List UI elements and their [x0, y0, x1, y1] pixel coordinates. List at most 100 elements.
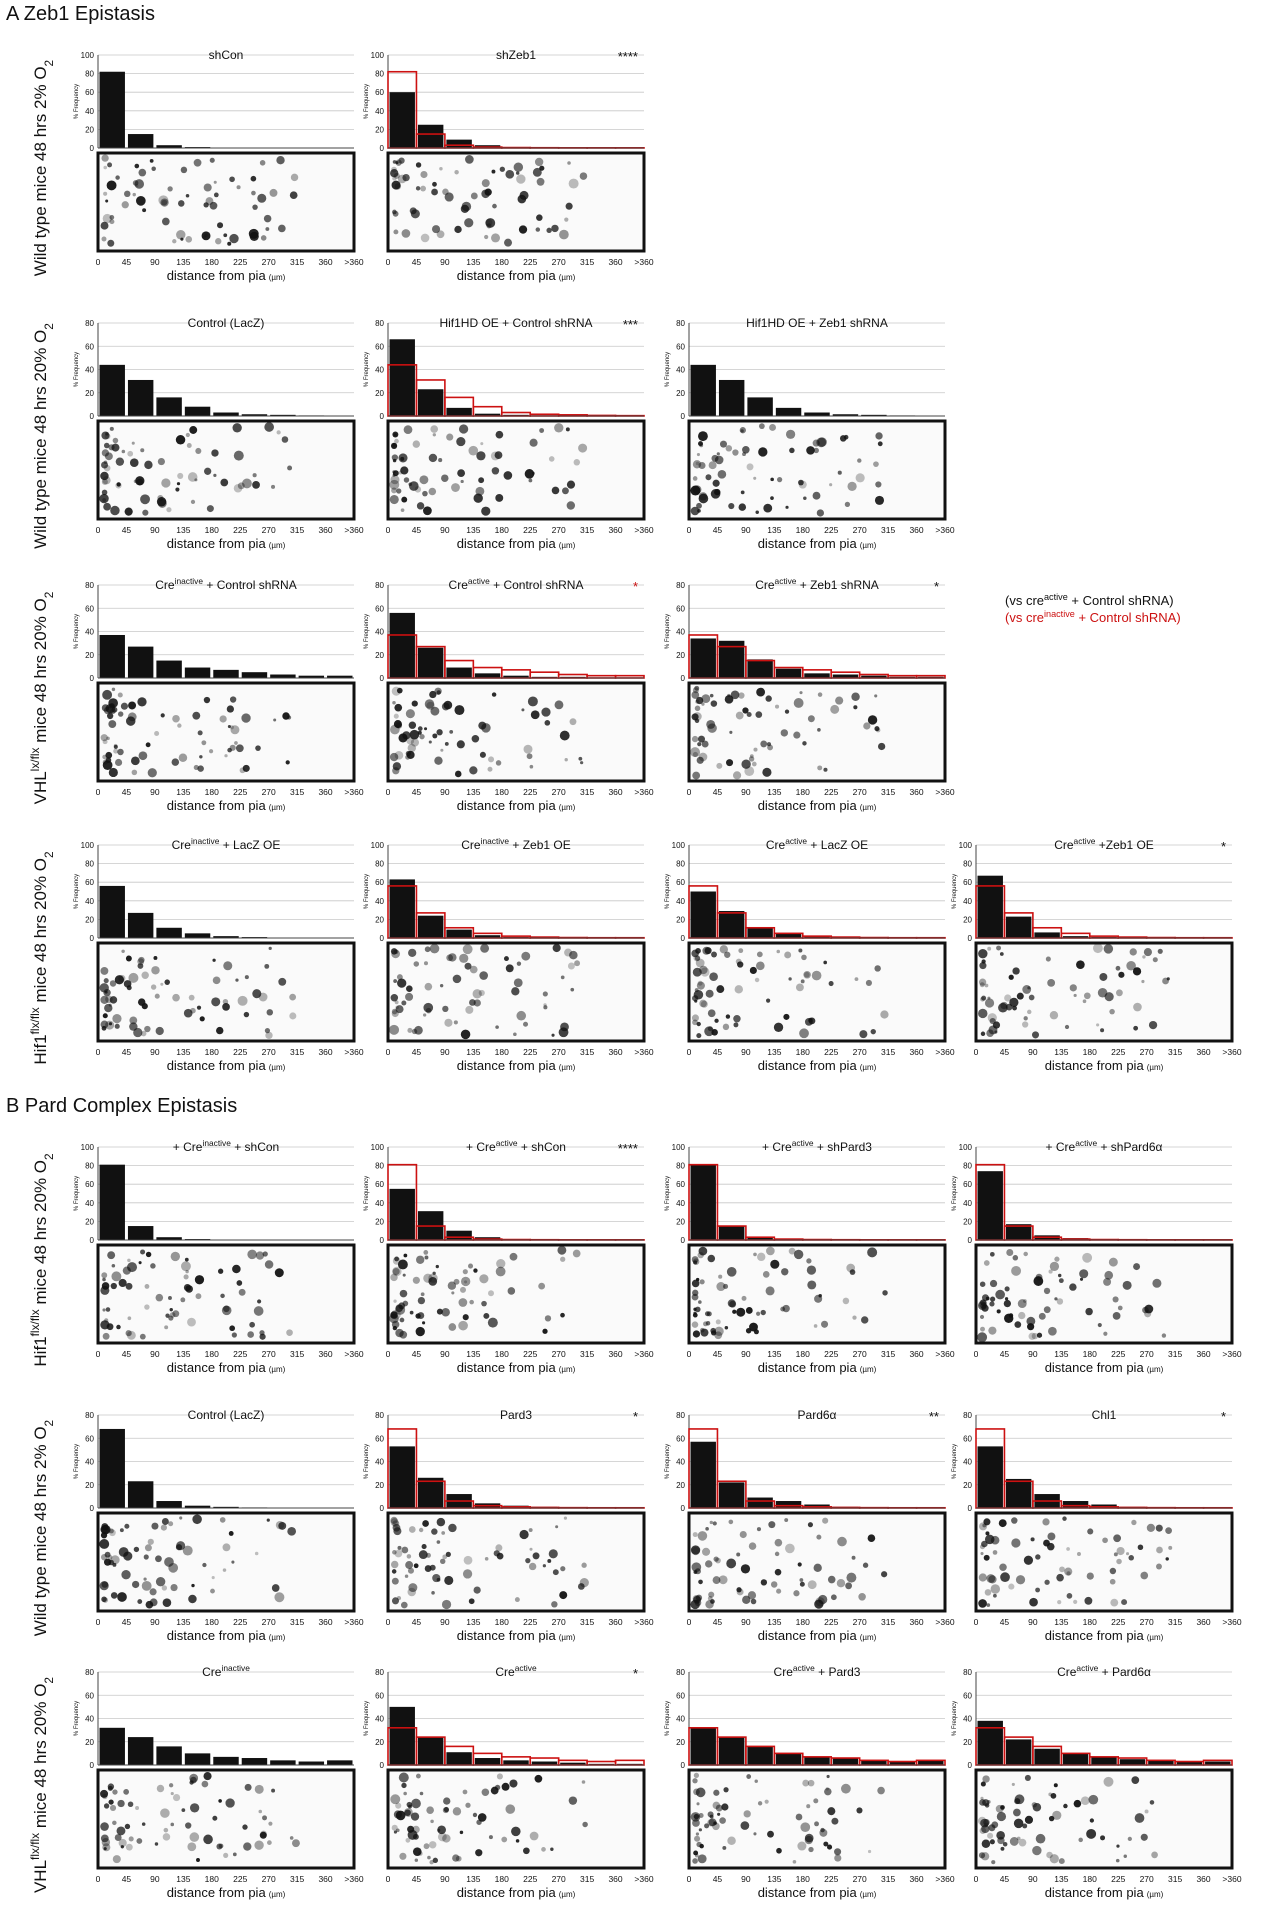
- y-tick-label: 20: [676, 1217, 685, 1226]
- superscript: inactive: [1044, 609, 1075, 619]
- cell: [105, 200, 108, 203]
- cell: [186, 433, 190, 437]
- cell: [110, 1805, 116, 1811]
- cell: [578, 1583, 585, 1590]
- cell: [100, 967, 108, 975]
- cell: [419, 1528, 423, 1532]
- cell: [169, 1783, 173, 1787]
- cell: [763, 1271, 770, 1278]
- cell: [785, 1544, 795, 1554]
- significance: *: [934, 579, 939, 594]
- cell: [431, 189, 438, 196]
- bar: [100, 1429, 125, 1508]
- bar: [719, 911, 744, 938]
- cell: [142, 1581, 152, 1591]
- cell: [488, 756, 494, 762]
- x-tick-label: 315: [580, 1047, 594, 1057]
- cell: [822, 1518, 828, 1524]
- bar: [418, 1737, 443, 1765]
- cell: [518, 195, 527, 204]
- bar: [747, 1498, 772, 1508]
- cell: [852, 1556, 856, 1560]
- x-axis-unit: (µm): [559, 803, 576, 812]
- x-tick-label: 315: [580, 1349, 594, 1359]
- cell: [1069, 1283, 1076, 1290]
- bar: [390, 879, 415, 938]
- cell: [574, 960, 580, 966]
- cell: [135, 1806, 139, 1810]
- y-tick-label: 100: [371, 1143, 385, 1152]
- bar: [156, 661, 181, 678]
- cell: [525, 1558, 530, 1563]
- cell: [702, 741, 709, 748]
- cell: [398, 733, 407, 742]
- cell: [1012, 1006, 1017, 1011]
- x-tick-label: 315: [290, 1047, 304, 1057]
- y-tick-label: 60: [375, 1434, 384, 1443]
- y-tick-label: 40: [85, 107, 94, 116]
- x-tick-label: 180: [1083, 1874, 1097, 1884]
- cell: [127, 985, 132, 990]
- cell: [259, 1330, 264, 1335]
- x-axis-unit: (µm): [1147, 1365, 1164, 1374]
- cell: [755, 978, 759, 982]
- cell: [549, 456, 555, 462]
- y-tick-label: 40: [676, 366, 685, 375]
- cell: [184, 1009, 193, 1018]
- bar: [128, 380, 153, 416]
- cell: [1140, 1572, 1148, 1580]
- text-part: Wild type mice 48 hrs 2% O: [31, 1426, 50, 1636]
- cell: [857, 458, 861, 462]
- cell: [218, 1799, 222, 1803]
- cell: [1151, 1852, 1158, 1859]
- bar: [128, 1226, 153, 1240]
- x-tick-label: 0: [96, 257, 101, 267]
- cell: [756, 1312, 760, 1316]
- y-tick-label: 60: [676, 604, 685, 613]
- cell: [102, 1282, 110, 1290]
- cell: [875, 432, 882, 439]
- y-tick-label: 20: [375, 915, 384, 924]
- x-axis-label-text: distance from pia: [457, 536, 557, 551]
- cell: [871, 1029, 876, 1034]
- cell: [986, 1574, 995, 1583]
- cell: [118, 975, 125, 982]
- x-tick-label: 45: [412, 1874, 422, 1884]
- text-part: + Cre: [466, 1140, 496, 1154]
- cell: [464, 1556, 473, 1565]
- y-tick-label: 60: [85, 604, 94, 613]
- cell: [573, 1250, 581, 1258]
- x-tick-label: 270: [853, 525, 867, 535]
- cell: [234, 451, 244, 461]
- cell: [750, 967, 757, 974]
- cell: [543, 1003, 546, 1006]
- cell: [758, 1801, 762, 1805]
- y-tick-label: 40: [375, 366, 384, 375]
- cell: [807, 1265, 816, 1274]
- cell: [454, 1020, 458, 1024]
- cell: [694, 1773, 699, 1778]
- cell: [1025, 1775, 1031, 1781]
- cell: [1116, 1859, 1120, 1863]
- cell: [392, 1825, 398, 1831]
- bar: [242, 1758, 267, 1765]
- y-tick-label: 20: [676, 651, 685, 660]
- cell: [481, 507, 490, 516]
- cell: [1000, 952, 1004, 956]
- cell: [442, 1554, 447, 1559]
- x-axis-unit: (µm): [269, 1063, 286, 1072]
- cell: [784, 951, 791, 958]
- cell: [693, 476, 698, 481]
- cell: [440, 749, 443, 752]
- cell: [486, 223, 491, 228]
- cell: [401, 508, 405, 512]
- x-axis-label-text: distance from pia: [758, 536, 858, 551]
- cell: [696, 1802, 699, 1805]
- y-axis-label: % Frequency: [74, 1701, 80, 1736]
- cell: [188, 472, 198, 482]
- x-tick-label: 225: [523, 1617, 537, 1627]
- cell: [392, 1550, 397, 1555]
- cell: [1081, 1796, 1090, 1805]
- y-tick-label: 60: [375, 342, 384, 351]
- cell: [1035, 1588, 1040, 1593]
